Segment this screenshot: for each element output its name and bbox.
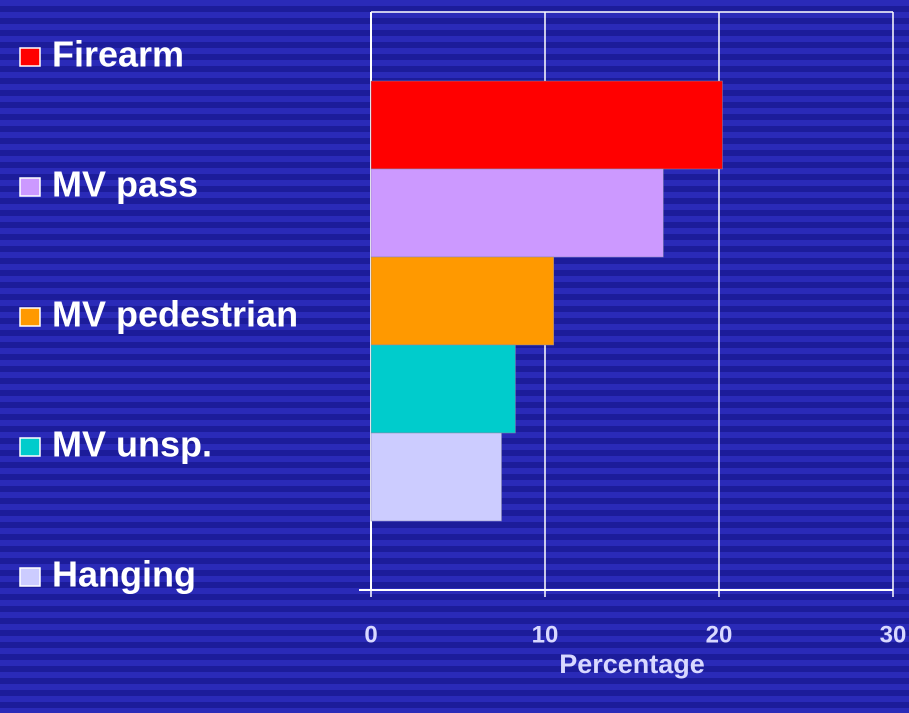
x-tick-label: 10 [532,621,559,648]
bar [370,256,554,346]
legend-label: MV pedestrian [52,294,298,335]
bar [370,432,502,522]
legend-label: MV pass [52,164,198,205]
x-tick-label: 20 [706,621,733,648]
legend-label: Hanging [52,554,196,595]
legend-label: Firearm [52,34,184,75]
legend-label: MV unsp. [52,424,212,465]
x-tick-label: 0 [364,621,377,648]
x-tick-label: 30 [880,621,907,648]
bar [370,80,723,170]
legend-swatch [19,47,41,67]
legend-swatch [19,437,41,457]
legend-swatch [19,177,41,197]
bar [370,168,664,258]
legend-swatch [19,307,41,327]
x-axis-label: Percentage [559,649,705,679]
legend-swatch [19,567,41,587]
bar [370,344,516,434]
